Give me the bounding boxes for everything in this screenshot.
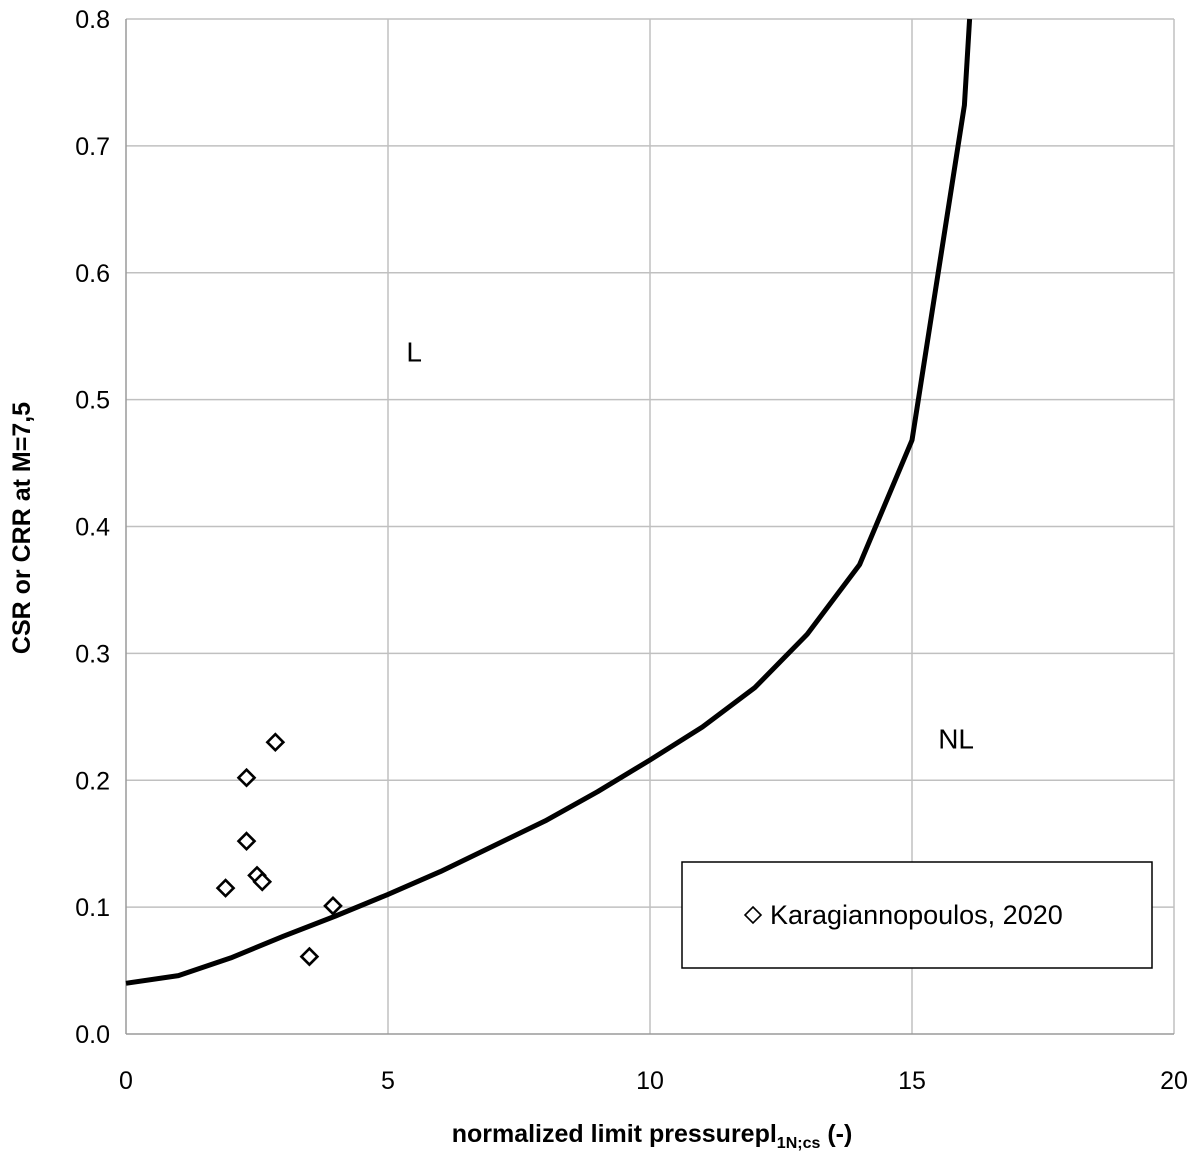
x-tick-label: 15 (898, 1067, 926, 1095)
y-tick-label: 0.3 (75, 640, 110, 668)
x-axis-title-prefix: normalized limit pressurepl (452, 1120, 777, 1148)
data-point-diamond (265, 732, 286, 753)
y-tick-label: 0.7 (75, 133, 110, 161)
gridlines (126, 18, 1175, 1034)
y-tick-label: 0.2 (75, 767, 110, 795)
y-tick-labels: 0.0 0.1 0.2 0.3 0.4 0.5 0.6 0.7 0.8 (75, 6, 110, 1049)
x-tick-label: 5 (381, 1067, 395, 1095)
x-tick-labels: 0 5 10 15 20 (119, 1067, 1188, 1095)
y-axis-title: CSR or CRR at M=7,5 (8, 402, 36, 654)
region-label: NL (938, 724, 974, 755)
y-tick-label: 0.1 (75, 894, 110, 922)
boundary-curve (125, 18, 973, 986)
legend-marker-diamond (743, 905, 763, 925)
region-label: L (406, 337, 422, 368)
y-tick-label: 0.5 (75, 387, 110, 415)
x-axis-title-suffix: (-) (820, 1120, 852, 1148)
data-point-diamond (299, 946, 320, 967)
legend: Karagiannopoulos, 2020 (681, 861, 1153, 969)
y-tick-label: 0.8 (75, 6, 110, 34)
y-tick-label: 0.0 (75, 1021, 110, 1049)
x-tick-label: 10 (636, 1067, 664, 1095)
series-layer (125, 18, 973, 986)
y-tick-label: 0.4 (75, 514, 110, 542)
data-point-diamond (236, 767, 257, 788)
data-point-diamond (323, 896, 343, 916)
data-point-diamond (252, 871, 273, 892)
x-axis-title-subscript: 1N;cs (777, 1135, 821, 1152)
x-axis-title: normalized limit pressurepl1N;cs (-) (452, 1120, 853, 1152)
x-tick-label: 0 (119, 1067, 133, 1095)
legend-label: Karagiannopoulos, 2020 (770, 900, 1063, 930)
annotations-layer: L NL (406, 337, 974, 755)
y-tick-label: 0.6 (75, 260, 110, 288)
axes (125, 19, 1174, 1035)
data-point-diamond (236, 831, 257, 851)
x-tick-label: 20 (1160, 1067, 1188, 1095)
data-point-diamond (215, 878, 236, 898)
